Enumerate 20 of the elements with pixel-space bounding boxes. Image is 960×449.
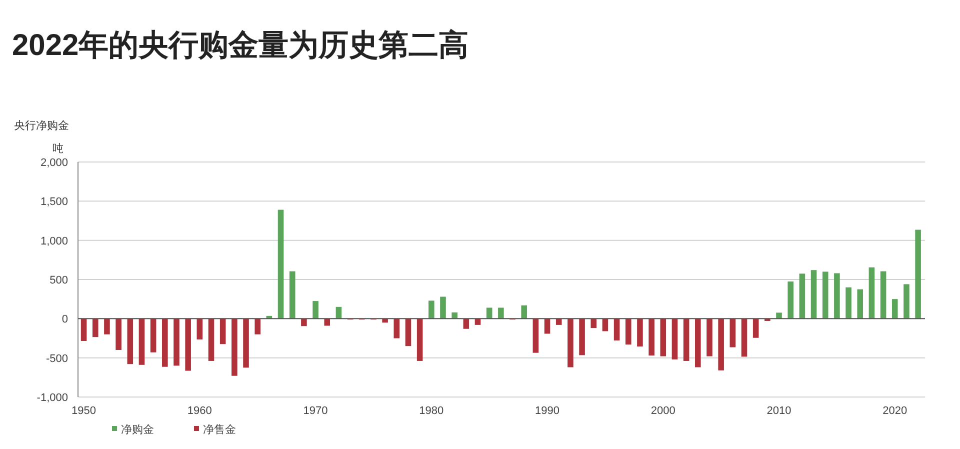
y-tick-label: 1,000 bbox=[40, 235, 68, 248]
x-tick-label: 1960 bbox=[187, 405, 212, 417]
x-tick-label: 2010 bbox=[766, 405, 792, 417]
y-tick-label: 2,000 bbox=[40, 157, 68, 169]
chart-title: 2022年的央行购金量为历史第二高 bbox=[12, 28, 469, 62]
x-tick-label: 1990 bbox=[535, 405, 560, 417]
y-tick-label: -500 bbox=[46, 352, 68, 365]
y-tick-label: -1,000 bbox=[36, 392, 68, 404]
x-tick-label: 1970 bbox=[303, 405, 328, 417]
legend-label: 净售金 bbox=[203, 424, 236, 436]
y-tick-label: 1,500 bbox=[40, 196, 68, 208]
x-tick-label: 2000 bbox=[650, 405, 676, 417]
y-tick-label: 500 bbox=[50, 274, 68, 286]
x-tick-label: 2020 bbox=[882, 405, 908, 417]
legend-label: 净购金 bbox=[121, 424, 154, 436]
y-axis-title: 吨 bbox=[52, 142, 64, 155]
chart-subtitle: 央行净购金 bbox=[14, 119, 69, 132]
x-tick-label: 1980 bbox=[419, 405, 444, 417]
x-tick-label: 1950 bbox=[72, 405, 96, 417]
y-tick-label: 0 bbox=[62, 314, 68, 326]
